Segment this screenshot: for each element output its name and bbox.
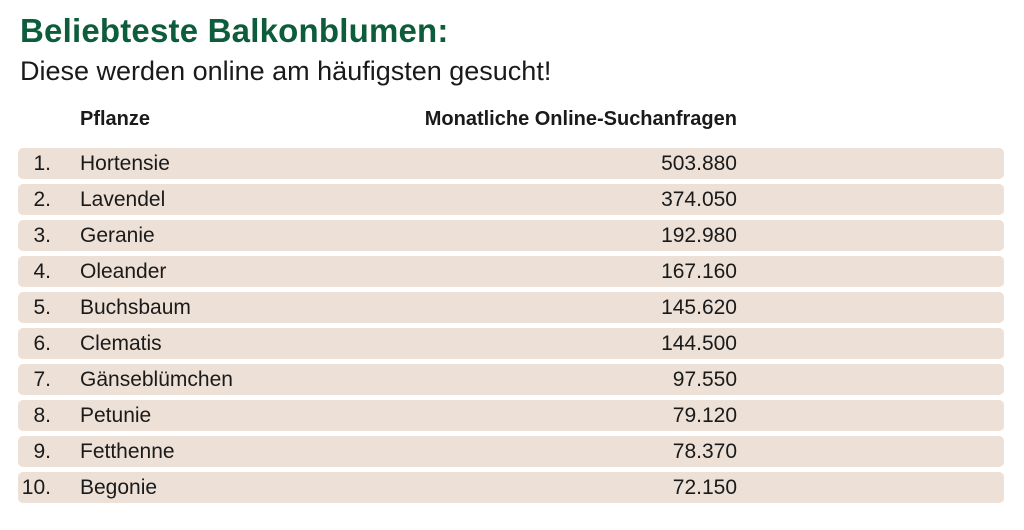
column-header-plant: Pflanze xyxy=(80,108,151,130)
search-count: 78.370 xyxy=(672,440,737,463)
search-count: 167.160 xyxy=(661,260,737,283)
plant-name: Lavendel xyxy=(80,188,166,211)
plant-name: Petunie xyxy=(80,404,152,427)
search-count: 72.150 xyxy=(672,476,737,499)
table-row: 5. Buchsbaum 145.620 xyxy=(18,292,1004,323)
rank-label: 3. xyxy=(33,224,51,247)
table-row: 10. Begonie 72.150 xyxy=(18,472,1004,503)
rank-label: 5. xyxy=(33,296,51,319)
rank-label: 2. xyxy=(33,188,51,211)
search-count: 144.500 xyxy=(661,332,737,355)
table-row: 1. Hortensie 503.880 xyxy=(18,148,1004,179)
table-row: 9. Fetthenne 78.370 xyxy=(18,436,1004,467)
search-count: 97.550 xyxy=(672,368,737,391)
search-count: 79.120 xyxy=(672,404,737,427)
search-count: 192.980 xyxy=(661,224,737,247)
column-header-searches: Monatliche Online-Suchanfragen xyxy=(424,108,737,130)
rank-label: 1. xyxy=(33,152,51,175)
ranking-table: 1. Hortensie 503.880 2. Lavendel 374.050 3. Ger… xyxy=(18,148,1004,508)
chart-subtitle: Diese werden online am häufigsten gesuch… xyxy=(20,56,552,86)
rank-label: 6. xyxy=(33,332,51,355)
plant-name: Oleander xyxy=(80,260,167,283)
rank-label: 8. xyxy=(33,404,51,427)
chart-title: Beliebteste Balkonblumen: xyxy=(20,12,449,49)
rank-label: 10. xyxy=(21,476,51,499)
table-row: 6. Clematis 144.500 xyxy=(18,328,1004,359)
search-count: 503.880 xyxy=(661,152,737,175)
table-row: 7. Gänseblümchen 97.550 xyxy=(18,364,1004,395)
plant-name: Begonie xyxy=(80,476,158,499)
rank-label: 4. xyxy=(33,260,51,283)
rank-label: 9. xyxy=(33,440,51,463)
table-row: 2. Lavendel 374.050 xyxy=(18,184,1004,215)
table-row: 8. Petunie 79.120 xyxy=(18,400,1004,431)
plant-name: Gänseblümchen xyxy=(80,368,233,391)
plant-name: Hortensie xyxy=(80,152,170,175)
plant-name: Clematis xyxy=(80,332,162,355)
plant-name: Geranie xyxy=(80,224,155,247)
plant-name: Fetthenne xyxy=(80,440,175,463)
plant-name: Buchsbaum xyxy=(80,296,191,319)
search-count: 145.620 xyxy=(661,296,737,319)
rank-label: 7. xyxy=(33,368,51,391)
table-row: 4. Oleander 167.160 xyxy=(18,256,1004,287)
table-row: 3. Geranie 192.980 xyxy=(18,220,1004,251)
search-count: 374.050 xyxy=(661,188,737,211)
